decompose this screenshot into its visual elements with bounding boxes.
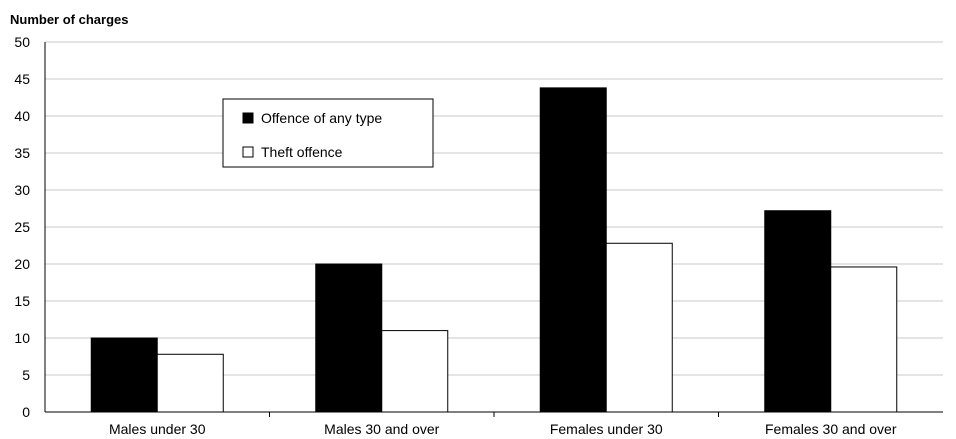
x-category-label: Males under 30 (109, 421, 206, 437)
legend-label: Theft offence (261, 144, 343, 160)
x-axis-categories: Males under 30 Males 30 and over Females u… (109, 421, 897, 437)
y-axis-title: Number of charges (10, 12, 129, 27)
y-tick-label: 0 (22, 404, 30, 420)
y-tick-label: 50 (14, 34, 30, 50)
bar-theft-offence (605, 242, 673, 413)
y-tick-label: 5 (22, 367, 30, 383)
legend-label: Offence of any type (261, 110, 382, 126)
bar-theft-offence (156, 353, 224, 413)
legend-swatch (242, 112, 254, 124)
legend: Offence of any type Theft offence (222, 98, 434, 168)
axes (44, 42, 943, 417)
y-tick-label: 15 (14, 293, 30, 309)
legend-box (222, 98, 434, 168)
y-tick-label: 10 (14, 330, 30, 346)
bar-offence-any-type (539, 87, 607, 413)
bar-offence-any-type (90, 337, 158, 413)
y-tick-label: 35 (14, 145, 30, 161)
bar-offence-any-type (764, 210, 832, 413)
x-category-label: Males 30 and over (324, 421, 440, 437)
legend-swatch (242, 146, 254, 158)
y-tick-label: 45 (14, 71, 30, 87)
y-tick-label: 30 (14, 182, 30, 198)
y-tick-label: 25 (14, 219, 30, 235)
bar-theft-offence (381, 330, 449, 413)
y-tick-label: 40 (14, 108, 30, 124)
y-axis-ticks: 0 5 10 15 20 25 30 35 40 45 50 (14, 34, 30, 420)
x-category-label: Females 30 and over (765, 421, 897, 437)
bar-theft-offence (830, 266, 898, 413)
y-tick-label: 20 (14, 256, 30, 272)
bar-offence-any-type (315, 263, 383, 413)
bars (90, 87, 898, 413)
x-category-label: Females under 30 (550, 421, 663, 437)
